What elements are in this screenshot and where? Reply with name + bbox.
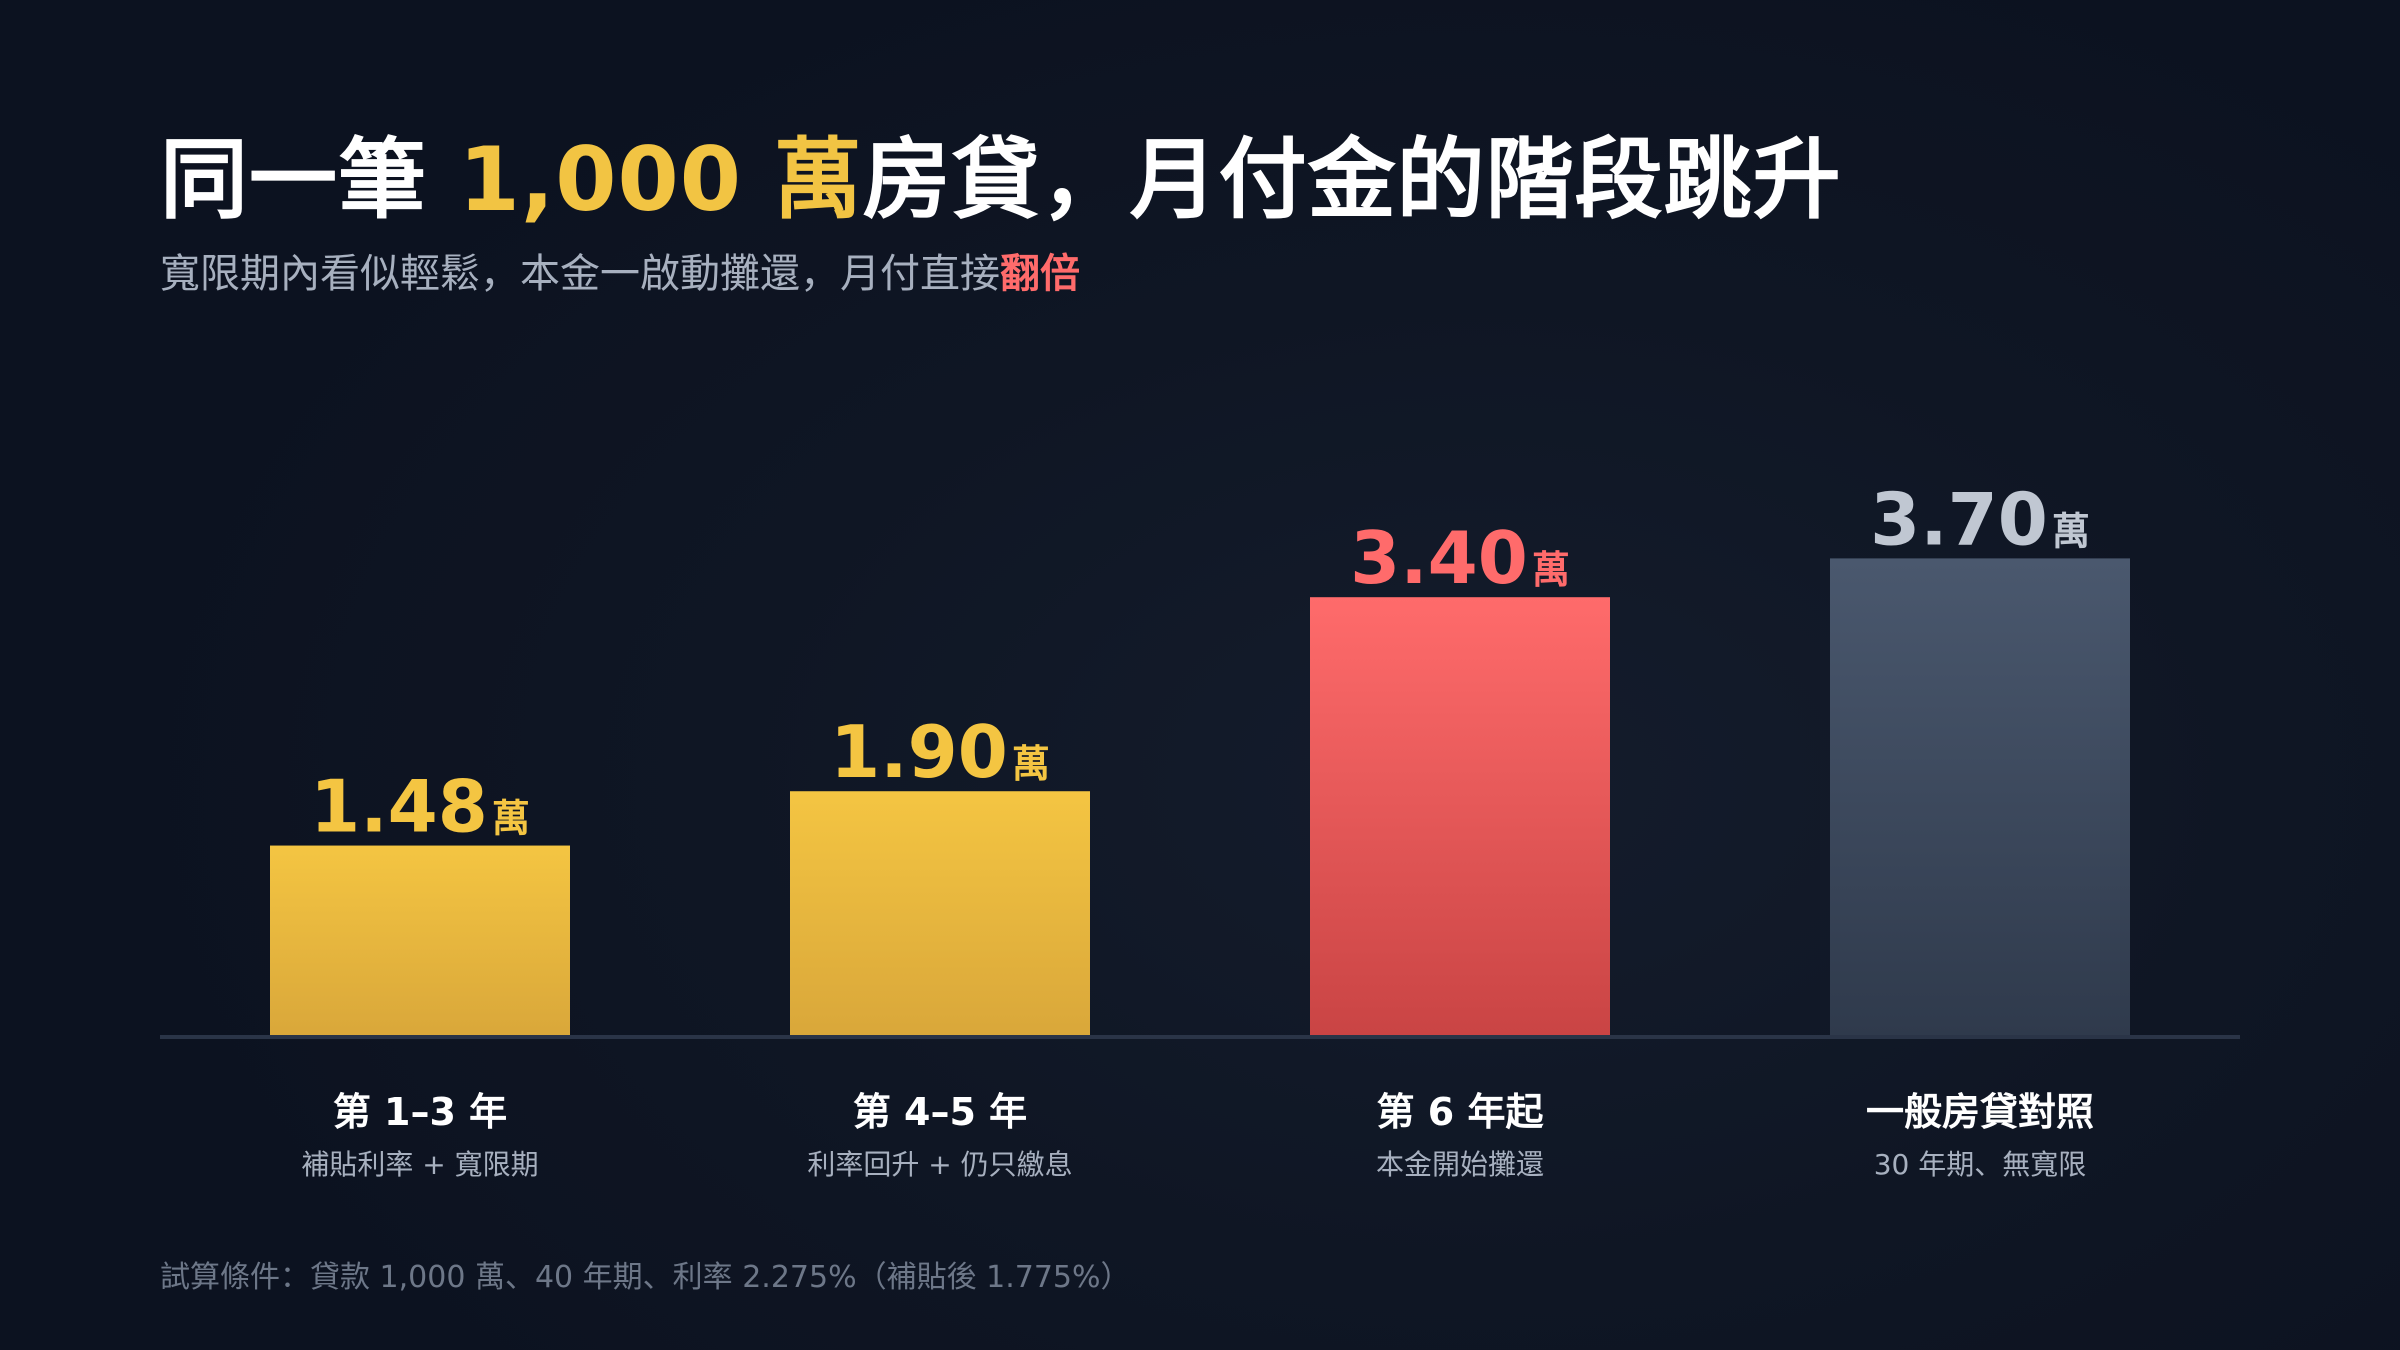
category-sublabel-1: 補貼利率 + 寬限期 [301, 1148, 538, 1181]
page-title: 同一筆 1,000 萬房貸，月付金的階段跳升 [160, 131, 1842, 229]
title-amount-highlight: 1,000 萬 [458, 128, 863, 231]
calculation-footnote: 試算條件：貸款 1,000 萬、40 年期、利率 2.275%（補貼後 1.77… [160, 1260, 1131, 1295]
bar-value-label-4: 3.70 萬 [1870, 477, 2090, 561]
title-suffix: 房貸，月付金的階段跳升 [862, 128, 1842, 231]
category-label-4: 一般房貸對照 [1866, 1090, 2094, 1134]
bar-value-label-1: 1.48 萬 [310, 765, 530, 849]
category-label-2: 第 4–5 年 [853, 1090, 1027, 1134]
bars-layer [270, 558, 2130, 1037]
bar-3 [1310, 597, 1610, 1037]
category-sublabel-2: 利率回升 + 仍只繳息 [807, 1148, 1072, 1181]
bar-value-label-3: 3.40 萬 [1350, 516, 1570, 600]
title-prefix: 同一筆 [160, 128, 459, 231]
bar-2 [790, 791, 1090, 1037]
bar-1 [270, 845, 570, 1037]
category-sublabel-3: 本金開始攤還 [1376, 1148, 1544, 1181]
page-subtitle: 寬限期內看似輕鬆，本金一啟動攤還，月付直接翻倍 [160, 250, 1080, 298]
subtitle-highlight: 翻倍 [1000, 251, 1080, 297]
category-label-1: 第 1–3 年 [333, 1090, 507, 1134]
subtitle-text: 寬限期內看似輕鬆，本金一啟動攤還，月付直接 [160, 251, 1000, 297]
bar-4 [1830, 558, 2130, 1037]
category-label-3: 第 6 年起 [1377, 1090, 1545, 1134]
bar-value-label-2: 1.90 萬 [830, 710, 1050, 794]
category-sublabel-4: 30 年期、無寬限 [1874, 1148, 2087, 1181]
